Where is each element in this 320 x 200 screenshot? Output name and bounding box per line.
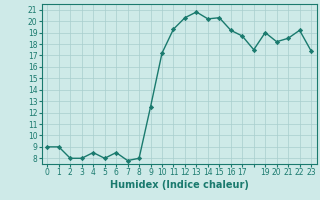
X-axis label: Humidex (Indice chaleur): Humidex (Indice chaleur) — [110, 180, 249, 190]
